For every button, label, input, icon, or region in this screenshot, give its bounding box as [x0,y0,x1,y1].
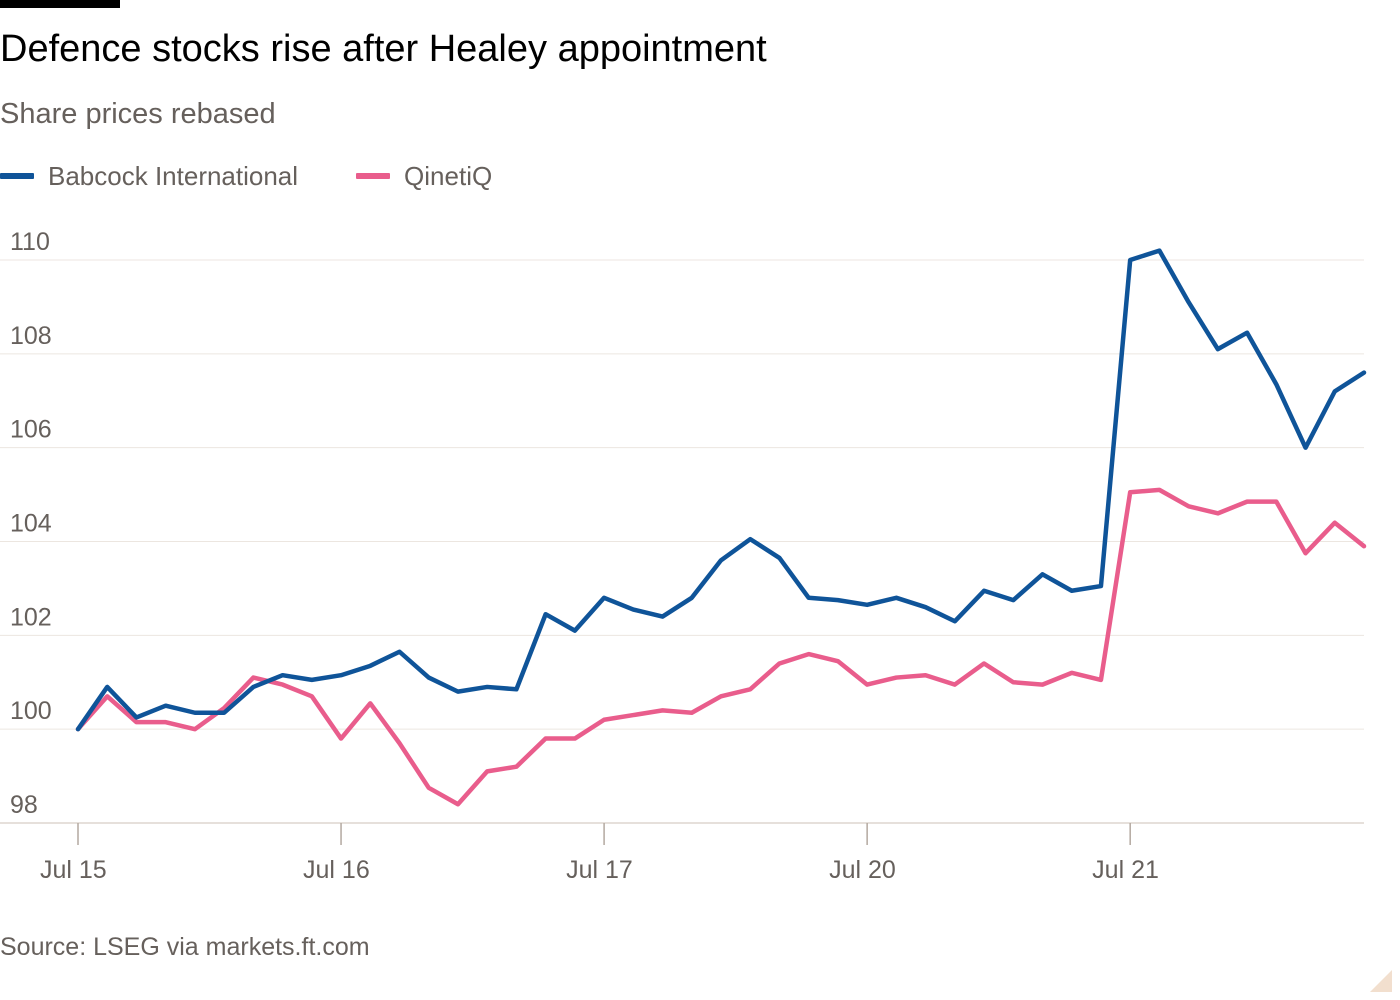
y-tick-label: 104 [10,510,52,538]
y-tick-label: 108 [10,322,52,350]
legend-label-babcock: Babcock International [48,160,299,191]
series-line-qinetiq [75,487,1367,807]
legend-item-babcock: Babcock International [0,161,298,192]
x-axis [0,822,1364,845]
chart-legend: Babcock International QinetiQ [0,158,550,194]
series-lines [75,248,1367,807]
brand-top-bar [0,0,120,8]
y-axis-labels: 98 100 102 104 106 108 110 [10,228,52,819]
y-tick-label: 100 [10,697,52,725]
series-line-babcock [75,248,1367,732]
grid-lines [0,259,1364,730]
y-tick-label: 98 [10,791,38,819]
y-tick-label: 102 [10,603,52,631]
chart-title: Defence stocks rise after Healey appoint… [0,28,767,70]
x-tick-label: Jul 21 [1092,856,1159,884]
legend-label-qinetiq: QinetiQ [404,160,493,191]
x-tick-label: Jul 17 [566,856,633,884]
legend-swatch-babcock [0,173,34,179]
y-tick-label: 110 [10,228,50,256]
chart-subtitle: Share prices rebased [0,98,276,130]
legend-item-qinetiq: QinetiQ [356,161,492,192]
legend-swatch-qinetiq [356,173,391,179]
corner-mark [1370,970,1392,992]
x-tick-label: Jul 16 [303,856,370,884]
x-tick-label: Jul 20 [829,856,896,884]
y-tick-label: 106 [10,416,52,444]
x-tick-label: Jul 15 [40,856,107,884]
source-note: Source: LSEG via markets.ft.com [0,933,370,961]
x-axis-labels: Jul 15 Jul 16 Jul 17 Jul 20 Jul 21 [40,856,1159,884]
